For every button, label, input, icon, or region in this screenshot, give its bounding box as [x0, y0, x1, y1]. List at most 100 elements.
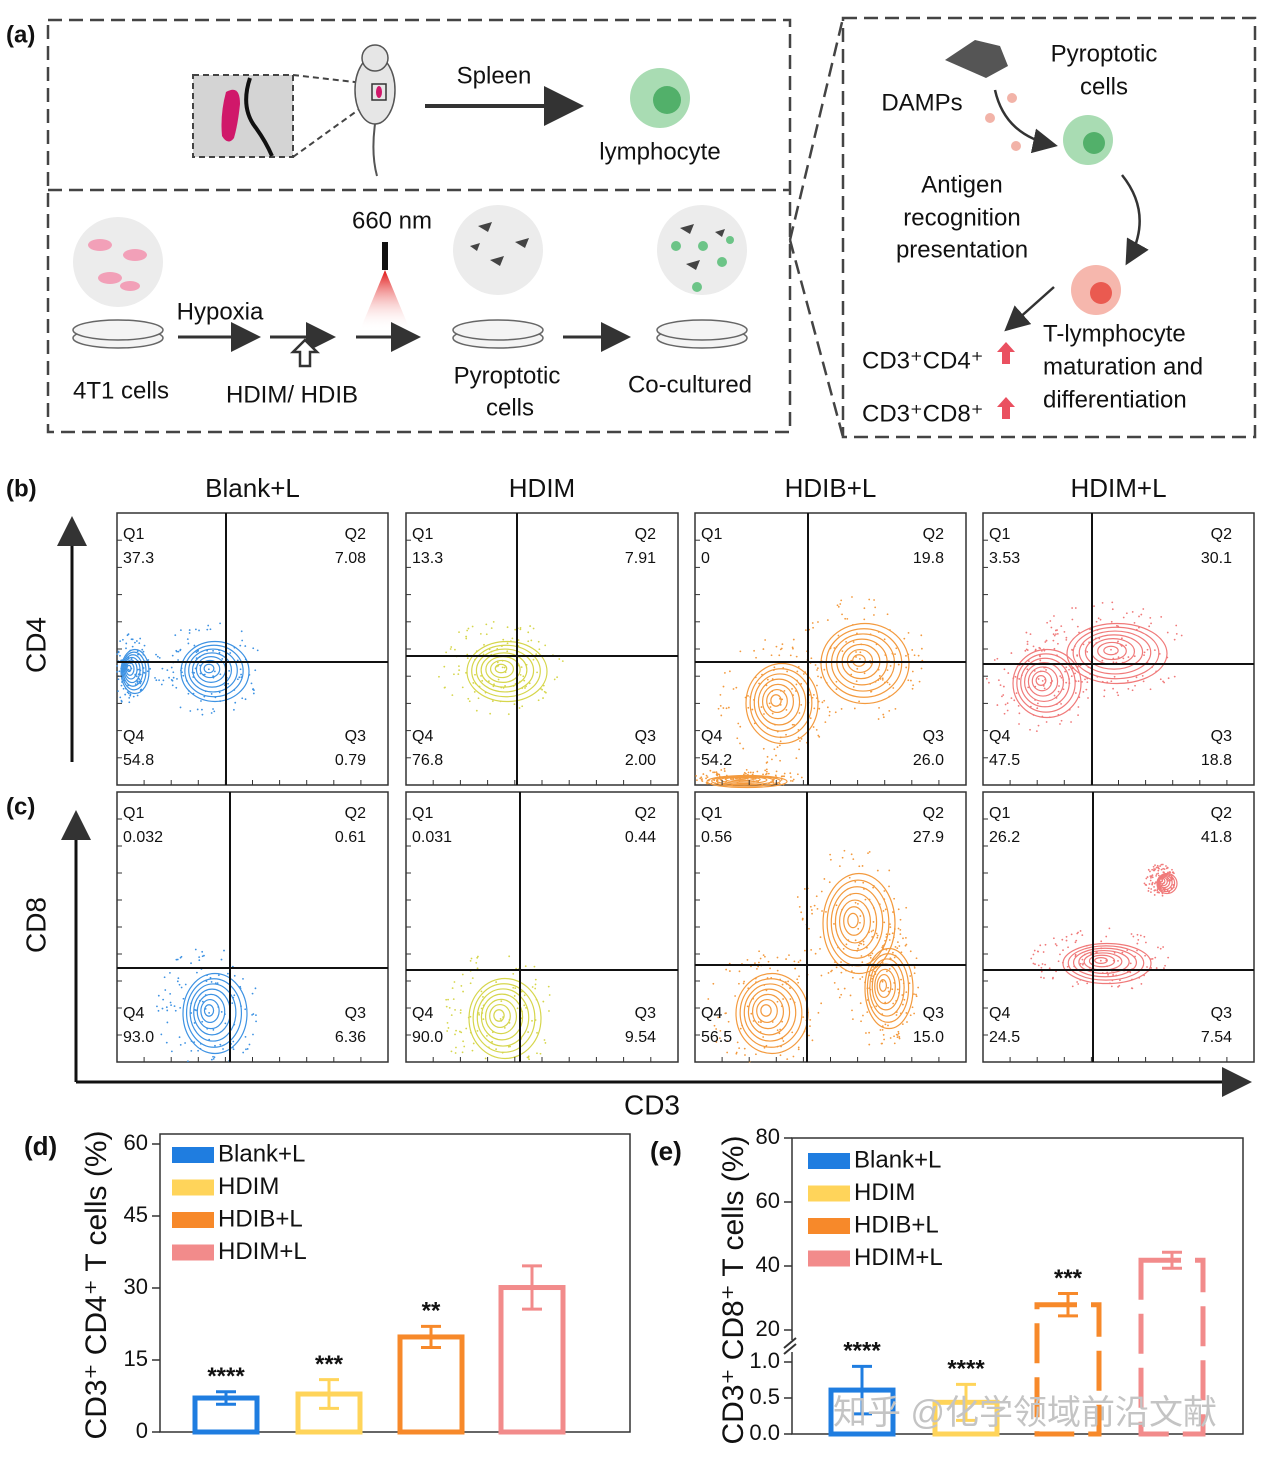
quadrant-value: 0.56 [701, 829, 732, 846]
quadrant-value: 0.44 [625, 829, 656, 846]
dot [1044, 641, 1047, 643]
dot [117, 650, 120, 653]
column-title: HDIB+L [785, 473, 877, 503]
dot [466, 653, 469, 656]
dot [1059, 723, 1061, 725]
dot [1039, 659, 1042, 662]
dot [209, 976, 212, 979]
dot [776, 1029, 779, 1032]
dot [1173, 675, 1176, 678]
dot [695, 775, 697, 777]
dot [451, 987, 454, 990]
quadrant-value: 0.032 [123, 829, 163, 846]
dot [538, 648, 541, 651]
dot [1150, 622, 1152, 625]
dot [747, 771, 750, 774]
dot [821, 701, 824, 704]
dot [888, 683, 891, 686]
dot [449, 648, 452, 650]
dot [888, 709, 891, 712]
dot [905, 1012, 908, 1014]
dot [744, 1054, 746, 1056]
significance: ** [422, 1298, 441, 1325]
dot [869, 954, 872, 957]
dot [499, 1018, 502, 1020]
quadrant-value: 26.2 [989, 829, 1020, 846]
dot [1122, 657, 1125, 660]
dot [713, 771, 716, 774]
contour [1094, 957, 1108, 964]
dot [878, 706, 880, 709]
dot [254, 987, 257, 990]
dot [852, 641, 855, 643]
dot [881, 677, 884, 680]
dot [171, 654, 174, 657]
dot [818, 735, 821, 738]
dot [899, 918, 902, 921]
dot [527, 1031, 530, 1033]
dot [470, 957, 473, 960]
dot [1110, 648, 1112, 651]
dot [1074, 953, 1077, 956]
dot [911, 670, 914, 673]
dot [861, 976, 864, 978]
dot [1116, 691, 1119, 694]
dot [465, 635, 468, 638]
dot [240, 630, 243, 633]
dot [860, 942, 863, 945]
dot [166, 1021, 169, 1024]
dot [859, 1002, 862, 1005]
dot [746, 1005, 749, 1008]
dot [187, 692, 190, 695]
quadrant-value: 13.3 [412, 550, 443, 567]
dot [898, 1037, 901, 1040]
dot [768, 702, 771, 705]
dot [1032, 962, 1035, 965]
y-tick-label: 0 [136, 1418, 148, 1443]
dot [1071, 618, 1074, 621]
dot [1136, 949, 1138, 952]
dot [849, 994, 852, 997]
dot [1127, 687, 1130, 690]
dot [120, 684, 123, 687]
dot [828, 714, 831, 717]
significance: **** [947, 1356, 985, 1383]
dot [864, 898, 867, 901]
dot [888, 939, 891, 941]
dot [859, 921, 861, 924]
dot [200, 700, 202, 702]
dot [797, 981, 800, 984]
dot [820, 676, 823, 679]
dot [528, 682, 531, 685]
dot [466, 629, 469, 632]
dot [447, 998, 449, 1001]
dot [762, 954, 765, 957]
y-tick-label: 0.5 [749, 1384, 780, 1409]
dot [809, 905, 812, 908]
dot [179, 629, 182, 632]
dot [1144, 954, 1147, 957]
dot [816, 684, 818, 687]
dot [1071, 648, 1073, 651]
dot [911, 687, 914, 690]
dot [1037, 724, 1040, 727]
dot [696, 779, 698, 782]
dot [1155, 967, 1158, 969]
dot [1040, 970, 1043, 973]
dot [1101, 659, 1104, 662]
dot [469, 982, 472, 985]
dot [775, 754, 777, 757]
dot [913, 966, 916, 969]
dot [859, 651, 862, 654]
dot [219, 622, 221, 625]
dot [895, 1014, 898, 1016]
dot [1013, 699, 1016, 702]
dot [1060, 719, 1063, 722]
quadrant-value: 41.8 [1201, 829, 1232, 846]
dot [504, 685, 506, 687]
dot [1076, 654, 1079, 657]
dot [469, 959, 472, 962]
dot [475, 961, 478, 964]
dot [450, 646, 453, 648]
dot [896, 1036, 899, 1039]
